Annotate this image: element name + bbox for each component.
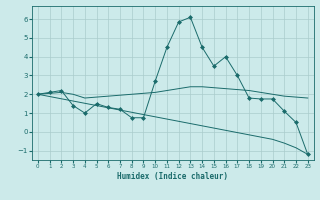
- X-axis label: Humidex (Indice chaleur): Humidex (Indice chaleur): [117, 172, 228, 181]
